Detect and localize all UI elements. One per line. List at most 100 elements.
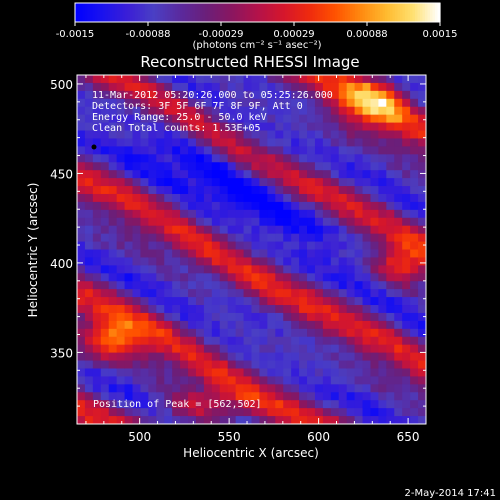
heatmap-cell [77, 209, 86, 219]
heatmap-cell [267, 328, 276, 338]
heatmap-cell [77, 320, 86, 330]
heatmap-cell [140, 241, 149, 250]
heatmap-cell [108, 305, 118, 314]
heatmap-cell [275, 209, 284, 219]
heatmap-cell [354, 305, 364, 314]
heatmap-cell [402, 98, 411, 108]
colorbar-cell [230, 3, 234, 22]
heatmap-cell [148, 122, 157, 132]
heatmap-cell [243, 75, 252, 84]
heatmap-cell [322, 384, 332, 393]
heatmap-cell [203, 336, 213, 346]
heatmap-cell [124, 75, 134, 84]
heatmap-cell [314, 352, 324, 362]
heatmap-cell [219, 384, 229, 393]
heatmap-cell [100, 241, 110, 250]
heatmap-cell [267, 376, 276, 385]
heatmap-cell [140, 90, 149, 100]
heatmap-cell [314, 146, 324, 155]
heatmap-cell [275, 225, 284, 235]
heatmap-cell [156, 122, 165, 132]
heatmap-cell [307, 146, 316, 155]
heatmap-cell [172, 209, 181, 219]
heatmap-cell [92, 336, 102, 346]
heatmap-cell [299, 289, 308, 298]
heatmap-cell [307, 90, 316, 100]
heatmap-cell [291, 384, 300, 393]
heatmap-cell [180, 312, 189, 322]
heatmap-cell [164, 114, 173, 124]
heatmap-cell [378, 336, 387, 346]
heatmap-cell [211, 257, 221, 266]
heatmap-cell [132, 416, 141, 424]
heatmap-cell [132, 106, 141, 116]
heatmap-cell [243, 170, 252, 179]
heatmap-cell [227, 400, 237, 409]
heatmap-cell [140, 416, 149, 424]
heatmap-cell [402, 305, 411, 314]
heatmap-cell [140, 178, 149, 187]
heatmap-cell [314, 154, 324, 163]
heatmap-cell [394, 193, 403, 203]
heatmap-cell [148, 328, 157, 338]
heatmap-cell [346, 400, 356, 409]
heatmap-cell [195, 360, 205, 369]
heatmap-cell [291, 352, 300, 362]
heatmap-cell [172, 114, 181, 124]
heatmap-cell [299, 305, 308, 314]
colorbar-cell [95, 3, 99, 22]
heatmap-cell [267, 233, 276, 243]
heatmap-cell [140, 368, 149, 377]
heatmap-cell [211, 154, 221, 163]
heatmap-cell [164, 281, 173, 290]
heatmap-cell [378, 178, 387, 187]
heatmap-cell [77, 352, 86, 362]
heatmap-cell [322, 416, 332, 424]
heatmap-cell [410, 138, 419, 147]
heatmap-cell [251, 114, 260, 124]
heatmap-cell [251, 225, 260, 235]
heatmap-cell [92, 186, 102, 195]
heatmap-cell [156, 178, 165, 187]
heatmap-cell [156, 75, 165, 84]
heatmap-cell [188, 82, 197, 92]
heatmap-cell [211, 281, 221, 290]
heatmap-cell [180, 146, 189, 155]
heatmap-cell [322, 392, 332, 401]
heatmap-cell [410, 186, 419, 195]
heatmap-cell [124, 90, 134, 100]
heatmap-cell [299, 281, 308, 290]
heatmap-cell [291, 201, 300, 211]
heatmap-cell [299, 257, 308, 266]
heatmap-cell [251, 265, 260, 274]
heatmap-cell [180, 114, 189, 124]
heatmap-cell [148, 273, 157, 282]
heatmap-cell [346, 201, 356, 211]
heatmap-cell [116, 360, 126, 369]
heatmap-cell [203, 154, 213, 163]
heatmap-cell [156, 320, 165, 330]
heatmap-cell [291, 106, 300, 116]
heatmap-cell [330, 336, 340, 346]
heatmap-cell [116, 392, 126, 401]
heatmap-cell [299, 233, 308, 243]
heatmap-cell [394, 344, 403, 354]
heatmap-cell [188, 360, 197, 369]
heatmap-cell [132, 257, 141, 266]
heatmap-cell [235, 312, 245, 322]
heatmap-cell [251, 138, 260, 147]
heatmap-cell [283, 257, 292, 266]
colorbar-cell [257, 3, 261, 22]
heatmap-cell [180, 106, 189, 116]
heatmap-cell [77, 241, 86, 250]
heatmap-cell [418, 400, 426, 409]
colorbar: -0.0015 -0.00088 -0.00029 0.00029 0.00088 0.0… [56, 2, 458, 51]
heatmap-cell [378, 249, 387, 258]
heatmap-cell [108, 201, 118, 211]
heatmap-cell [291, 82, 300, 92]
colorbar-cell [397, 3, 401, 22]
heatmap-cell [100, 233, 110, 243]
heatmap-cell [227, 384, 237, 393]
colorbar-cell [80, 3, 84, 22]
heatmap-cell [227, 82, 237, 92]
